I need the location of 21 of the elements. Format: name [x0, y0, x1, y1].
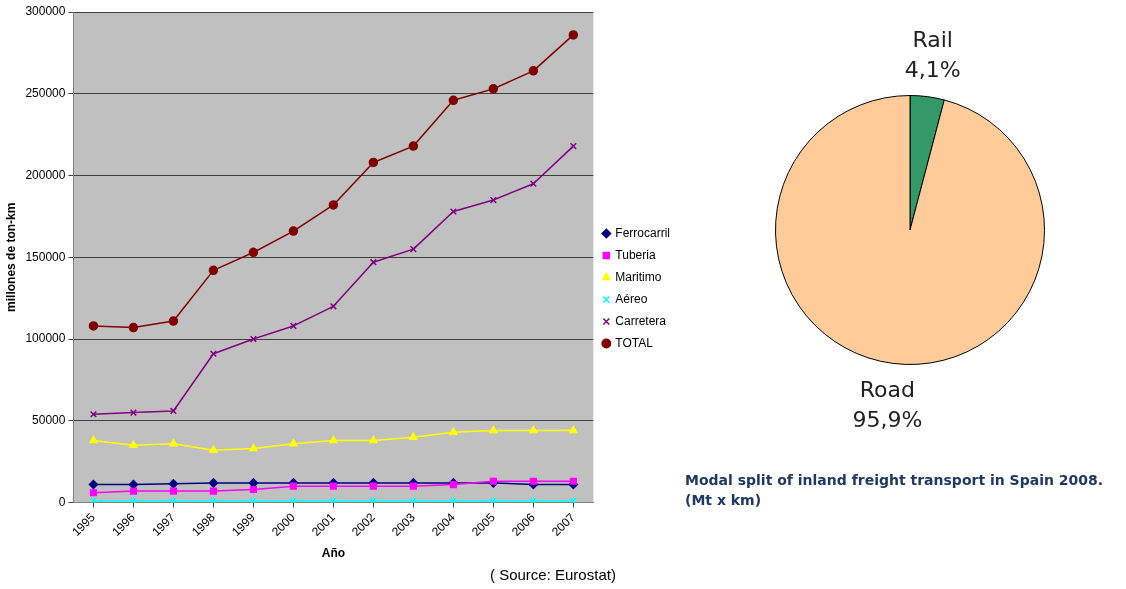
slice-label: Road [859, 376, 915, 402]
y-tick-label: 250000 [25, 86, 66, 101]
slice-label: Rail [912, 26, 953, 52]
legend-label: Carretera [615, 313, 667, 328]
data-label: 95,9% [852, 406, 923, 432]
y-tick-label: 100000 [25, 331, 66, 346]
legend-label: TOTAL [615, 335, 654, 350]
y-tick-label: 150000 [25, 249, 66, 264]
y-axis-title: millones de ton-km [3, 202, 18, 312]
text: ( Source: Eurostat) [490, 566, 616, 583]
legend-label: Tuberia [615, 247, 656, 262]
y-tick-label: 50000 [32, 413, 66, 428]
y-tick-label: 200000 [25, 167, 66, 182]
legend-label: Ferrocarril [615, 225, 670, 240]
x-axis-title: Año [321, 546, 346, 561]
y-tick-label: 0 [58, 494, 66, 509]
legend-label: Maritimo [615, 269, 662, 284]
legend-label: Aéreo [615, 291, 648, 306]
y-tick-label: 300000 [25, 4, 66, 19]
data-label: 4,1% [904, 56, 961, 82]
text: Modal split of inland freight transport in Spain 2008. (Mt x km) [685, 471, 1105, 510]
